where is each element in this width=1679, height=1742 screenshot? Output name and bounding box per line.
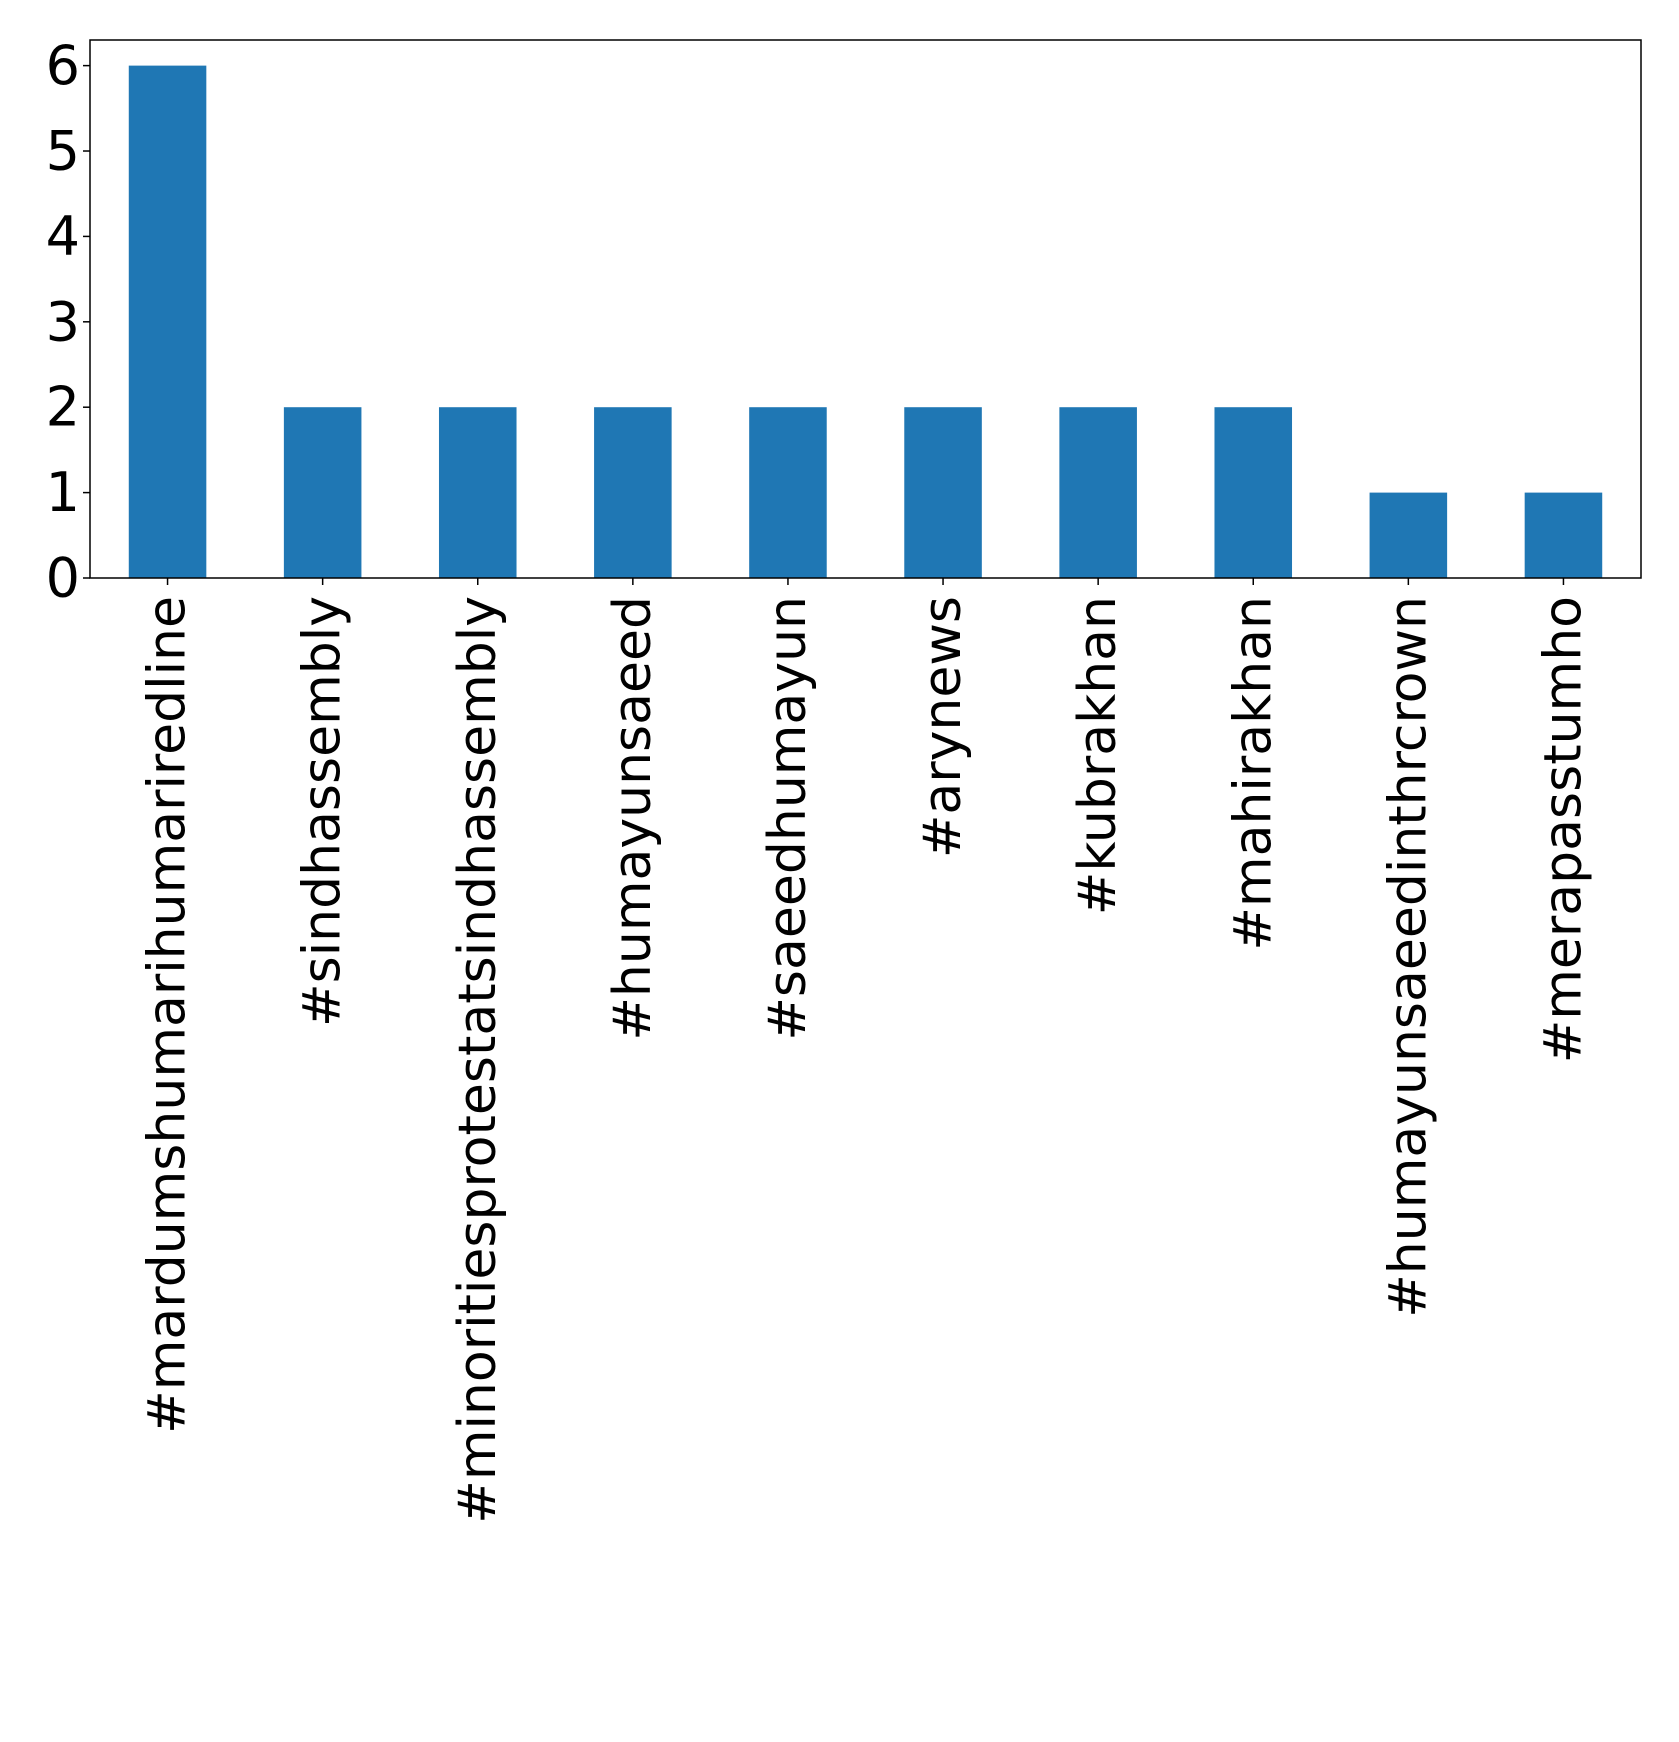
- y-tick-label: 6: [46, 34, 80, 97]
- x-tick-label: #humayunsaeed: [603, 596, 663, 1041]
- bar: [1059, 407, 1137, 578]
- x-tick-label: #merapasstumho: [1533, 596, 1593, 1063]
- bar: [438, 407, 517, 578]
- bar: [749, 407, 827, 578]
- bar: [1369, 492, 1448, 578]
- x-tick-label: #mahirakhan: [1223, 596, 1283, 951]
- x-tick-label: #arynews: [913, 596, 973, 858]
- x-tick-label: #kubrakhan: [1068, 596, 1128, 915]
- x-tick-label: #sindhassembly: [293, 596, 353, 1027]
- bar: [128, 65, 207, 579]
- y-tick-label: 4: [46, 205, 80, 268]
- x-tick-label: #minoritiesprotestatsindhassembly: [448, 596, 508, 1524]
- y-tick-label: 5: [46, 120, 80, 183]
- x-axis: #mardumshumarihumariredline #sindhassembl…: [138, 578, 1593, 1524]
- bar: [1524, 492, 1603, 578]
- y-axis: 0 1 2 3 4 5 6: [46, 34, 90, 610]
- bar: [283, 407, 362, 578]
- bars-group: [128, 65, 1603, 579]
- bar: [904, 407, 982, 578]
- y-tick-label: 0: [46, 547, 80, 610]
- bar: [1214, 407, 1293, 578]
- plot-frame: [89, 39, 1642, 579]
- x-tick-label: #humayunsaeedinthrcrown: [1378, 596, 1438, 1318]
- y-tick-label: 1: [46, 461, 80, 524]
- x-tick-label: #mardumshumarihumariredline: [138, 596, 198, 1434]
- y-tick-label: 2: [46, 376, 80, 439]
- x-tick-label: #saeedhumayun: [758, 596, 818, 1041]
- bar: [594, 407, 672, 578]
- y-tick-label: 3: [46, 290, 80, 353]
